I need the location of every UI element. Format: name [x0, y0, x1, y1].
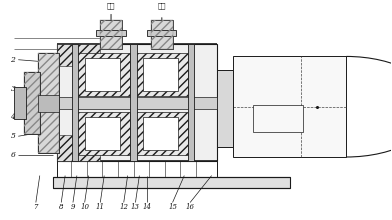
Text: 6: 6: [11, 151, 15, 159]
Bar: [151, 20, 172, 49]
Bar: [218, 70, 233, 147]
Text: 进气: 进气: [107, 3, 115, 9]
Bar: [38, 95, 59, 112]
Text: 11: 11: [96, 203, 105, 211]
Bar: [57, 44, 218, 161]
Bar: [53, 177, 290, 188]
Bar: [96, 30, 126, 36]
Bar: [24, 72, 40, 134]
Bar: [100, 20, 122, 49]
Bar: [77, 112, 130, 155]
Bar: [15, 87, 26, 119]
Bar: [147, 30, 176, 36]
Bar: [136, 53, 188, 96]
Bar: [77, 53, 130, 96]
Bar: [24, 72, 40, 134]
Text: 2: 2: [11, 56, 15, 64]
Text: 16: 16: [186, 203, 195, 211]
Bar: [57, 135, 100, 161]
Bar: [233, 57, 347, 157]
Bar: [130, 44, 137, 161]
Bar: [85, 117, 120, 150]
Text: 9: 9: [71, 203, 75, 211]
Bar: [38, 53, 59, 153]
Bar: [143, 58, 178, 92]
Bar: [57, 44, 100, 66]
Text: 15: 15: [168, 203, 177, 211]
Bar: [143, 117, 178, 150]
Bar: [188, 44, 194, 161]
Text: 5: 5: [11, 132, 15, 140]
Text: 4: 4: [11, 113, 15, 121]
Bar: [57, 97, 218, 109]
Bar: [252, 104, 303, 132]
Text: 14: 14: [143, 203, 152, 211]
Text: 8: 8: [59, 203, 64, 211]
Bar: [38, 53, 59, 153]
Bar: [72, 44, 78, 161]
Text: 7: 7: [34, 203, 38, 211]
Text: 3: 3: [11, 85, 15, 93]
Text: 13: 13: [131, 203, 140, 211]
Text: 12: 12: [119, 203, 128, 211]
Text: 10: 10: [80, 203, 89, 211]
Bar: [151, 20, 172, 49]
Bar: [136, 112, 188, 155]
Bar: [100, 20, 122, 49]
Text: 排气: 排气: [158, 3, 166, 9]
Bar: [85, 58, 120, 92]
